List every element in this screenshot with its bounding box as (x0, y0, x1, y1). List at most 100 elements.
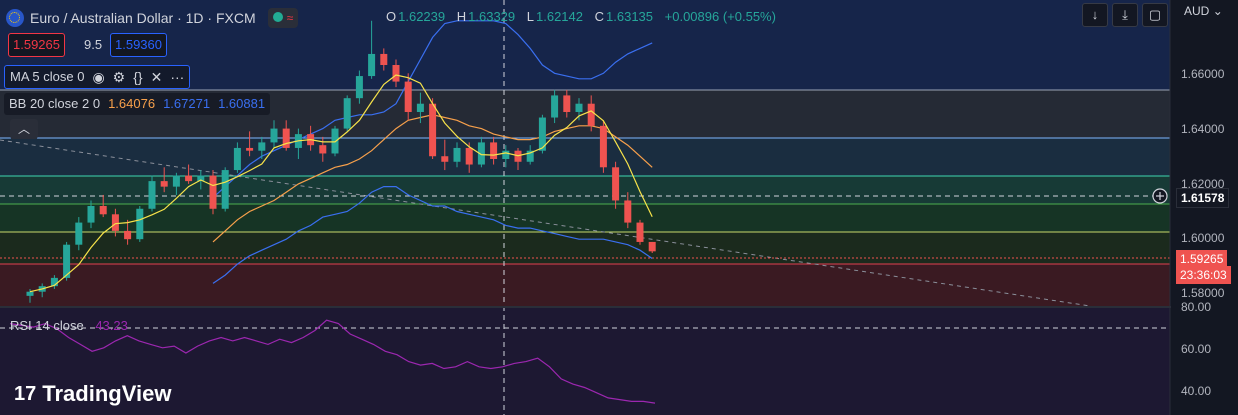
fullscreen-button[interactable]: ⤓ (1112, 3, 1138, 27)
candle-body (75, 222, 83, 245)
open-key: O (386, 9, 397, 24)
candle-body (575, 103, 583, 112)
symbol-label: Euro / Australian Dollar · 1D · FXCM (30, 10, 256, 26)
candle-body (636, 222, 644, 242)
currency-selector[interactable]: AUD ⌄ (1184, 3, 1223, 19)
candle-body (160, 181, 168, 187)
braces-icon[interactable]: {} (133, 69, 143, 85)
last-price-label: 1.59265 (1176, 250, 1228, 268)
currency-label: AUD (1184, 4, 1210, 18)
bb-basis-value: 1.64076 (108, 96, 156, 111)
candle-body (416, 103, 424, 112)
candle-body (453, 147, 461, 162)
candle-body (124, 230, 132, 240)
collapse-legend-button[interactable]: ︿ (10, 119, 38, 139)
symbol-title[interactable]: Euro / Australian Dollar · 1D · FXCM ≈ (6, 8, 299, 28)
zone-blue-top (0, 0, 1170, 90)
ma-indicator-legend[interactable]: MA 5 close 0 ◉ ⚙ {} ✕ ··· (4, 65, 191, 89)
price-tick: 1.66000 (1181, 67, 1225, 81)
candle-body (599, 125, 607, 168)
bar-countdown-label: 23:36:03 (1176, 266, 1231, 284)
zone-slate-band (0, 138, 1170, 176)
frame-icon: ▢ (1148, 7, 1162, 22)
wave-icon: ≈ (286, 11, 294, 25)
candle-body (355, 76, 363, 99)
candle-body (648, 241, 656, 252)
brand-label: TradingView (42, 381, 172, 406)
candle-body (148, 181, 156, 209)
candle-body (587, 103, 595, 126)
candle-body (429, 103, 437, 157)
candles (26, 20, 656, 303)
high-key: H (456, 9, 467, 24)
candle-body (526, 150, 534, 162)
price-tick: 1.62000 (1181, 177, 1225, 191)
candle-body (319, 145, 327, 154)
candle-body (63, 244, 71, 278)
candle-body (136, 208, 144, 240)
open-value: 1.62239 (398, 9, 446, 24)
low-value: 1.62142 (536, 9, 583, 24)
close-value: 1.63135 (606, 9, 654, 24)
close-icon[interactable]: ✕ (150, 69, 163, 85)
zone-red-band (0, 264, 1170, 307)
eye-icon[interactable]: ◉ (92, 69, 105, 85)
candle-body (368, 53, 376, 77)
close-key: C (594, 9, 605, 24)
rsi-label: RSI 14 close (10, 318, 84, 333)
candle-body (233, 147, 241, 171)
arrow-down-icon: ↓ (1091, 7, 1099, 22)
rsi-tick: 40.00 (1181, 384, 1212, 398)
ma-label: MA 5 close 0 (10, 69, 85, 84)
change-value: +0.00896 (+0.55%) (664, 9, 776, 24)
more-icon[interactable]: ··· (170, 69, 185, 85)
buy-button[interactable]: 1.59360 (110, 33, 167, 57)
rsi-line (9, 319, 656, 404)
download-button[interactable]: ↓ (1082, 3, 1108, 27)
candle-body (392, 65, 400, 82)
high-value: 1.63329 (468, 9, 516, 24)
low-key: L (526, 9, 534, 24)
candle-body (538, 117, 546, 151)
ohlc-legend: O 1.62239 H 1.63329 L 1.62142 C 1.63135 +0.0… (386, 9, 784, 25)
crosshair-price-label: 1.61578 (1176, 188, 1230, 208)
price-tick: 1.58000 (1181, 286, 1225, 300)
candle-body (465, 147, 473, 165)
price-tick: 1.60000 (1181, 231, 1225, 245)
candle-body (172, 175, 180, 187)
candle-body (197, 175, 205, 182)
collapse-icon: ⤓ (1122, 7, 1128, 22)
zone-green-band (0, 204, 1170, 232)
candle-body (185, 175, 193, 182)
bb-label: BB 20 close 2 0 (9, 96, 101, 111)
rsi-tick: 80.00 (1181, 300, 1212, 314)
candle-body (270, 128, 278, 143)
zone-teal-band (0, 176, 1170, 204)
candle-body (502, 150, 510, 159)
rsi-legend[interactable]: RSI 14 close 43.23 (10, 318, 128, 334)
bb-lower-line (212, 186, 653, 284)
market-status-badge[interactable]: ≈ (267, 8, 299, 28)
candle-body (343, 98, 351, 129)
candle-body (50, 277, 58, 287)
candle-body (490, 142, 498, 159)
snapshot-button[interactable]: ▢ (1142, 3, 1168, 27)
tradingview-logo[interactable]: 17 TradingView (14, 381, 172, 406)
candle-body (331, 128, 339, 154)
candle-body (404, 81, 412, 112)
rsi-tick: 60.00 (1181, 342, 1212, 356)
eur-aud-flag-icon (6, 9, 24, 27)
tv-mark-icon: 17 (14, 383, 37, 405)
sell-button[interactable]: 1.59265 (8, 33, 65, 57)
candle-body (246, 147, 254, 151)
candle-body (624, 200, 632, 223)
candle-body (258, 142, 266, 151)
rsi-pane-bg (0, 307, 1170, 415)
bb-indicator-legend[interactable]: BB 20 close 2 0 1.64076 1.67271 1.60881 (4, 93, 271, 115)
candle-body (111, 214, 119, 231)
candle-body (551, 95, 559, 118)
candle-body (282, 128, 290, 148)
gear-icon[interactable]: ⚙ (112, 69, 126, 85)
candle-body (87, 206, 95, 223)
